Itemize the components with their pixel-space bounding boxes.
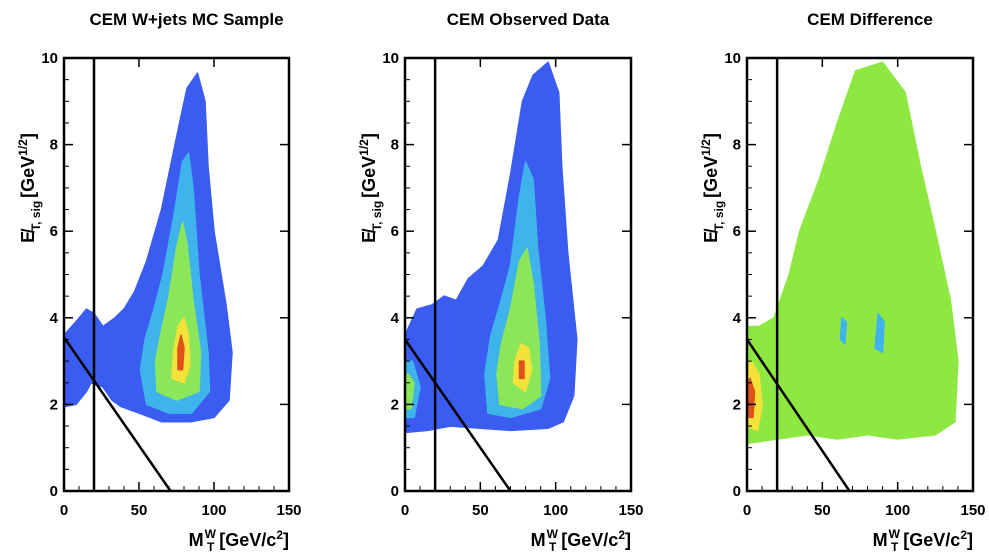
x-tick-label: 150 <box>276 502 301 519</box>
y-tick-label: 8 <box>50 137 58 154</box>
density-contour <box>839 317 848 345</box>
y-tick-label: 0 <box>391 483 399 500</box>
x-tick-label: 50 <box>131 502 148 519</box>
x-tick-label: 0 <box>401 502 409 519</box>
chart-panel: CEM W+jets MC Sample 0 50 100 150 0 2 4 6 8 10 MW T[… <box>16 10 302 554</box>
density-contour <box>177 334 185 371</box>
x-axis-label: MW T [GeV/c2] <box>873 527 973 554</box>
cut-line <box>747 338 851 491</box>
x-tick-label: 0 <box>743 502 751 519</box>
y-tick-label: 10 <box>41 50 58 67</box>
y-axis-label: E̸T, sig[GeV1/2] <box>699 133 726 243</box>
chart-panel: CEM Difference 0 50 100 150 0 2 4 6 8 10 MW T [GeV/c2… <box>699 10 986 554</box>
chart-title: CEM Observed Data <box>447 10 610 29</box>
density-contour <box>518 360 525 380</box>
x-tick-label: 50 <box>814 502 831 519</box>
y-axis-label: E̸T, sig[GeV1/2] <box>357 133 384 243</box>
y-tick-label: 8 <box>733 137 741 154</box>
density-map <box>405 61 578 434</box>
y-tick-label: 2 <box>391 396 399 413</box>
y-tick-label: 4 <box>50 310 59 327</box>
x-tick-label: 150 <box>618 502 643 519</box>
y-tick-label: 8 <box>391 137 399 154</box>
y-tick-label: 6 <box>733 223 741 240</box>
x-tick-label: 50 <box>472 502 489 519</box>
cut-line <box>405 338 512 491</box>
x-tick-label: 0 <box>60 502 68 519</box>
chart-title: CEM W+jets MC Sample <box>89 10 283 29</box>
y-tick-label: 4 <box>391 310 400 327</box>
y-tick-label: 6 <box>50 223 58 240</box>
y-tick-label: 2 <box>50 396 58 413</box>
y-tick-label: 2 <box>733 396 741 413</box>
density-map <box>64 72 233 423</box>
y-axis-label: E̸T, sig[GeV1/2] <box>16 133 43 243</box>
density-contour <box>747 377 756 419</box>
y-tick-label: 10 <box>724 50 741 67</box>
density-contour <box>747 61 959 445</box>
x-tick-label: 150 <box>960 502 985 519</box>
x-tick-label: 100 <box>543 502 568 519</box>
x-axis-label: MW T [GeV/c2] <box>189 527 289 554</box>
chart-title: CEM Difference <box>807 10 933 29</box>
density-map <box>747 61 959 445</box>
cut-line <box>64 336 172 491</box>
x-tick-label: 100 <box>885 502 910 519</box>
y-tick-label: 6 <box>391 223 399 240</box>
density-contour <box>874 312 885 354</box>
x-axis-label: MW T [GeV/c2] <box>531 527 631 554</box>
y-tick-label: 10 <box>382 50 399 67</box>
y-tick-label: 0 <box>50 483 58 500</box>
x-tick-label: 100 <box>201 502 226 519</box>
chart-panel: CEM Observed Data 0 50 100 150 0 2 4 6 8 10 MW T [GeV… <box>357 10 644 554</box>
y-tick-label: 4 <box>733 310 742 327</box>
y-tick-label: 0 <box>733 483 741 500</box>
